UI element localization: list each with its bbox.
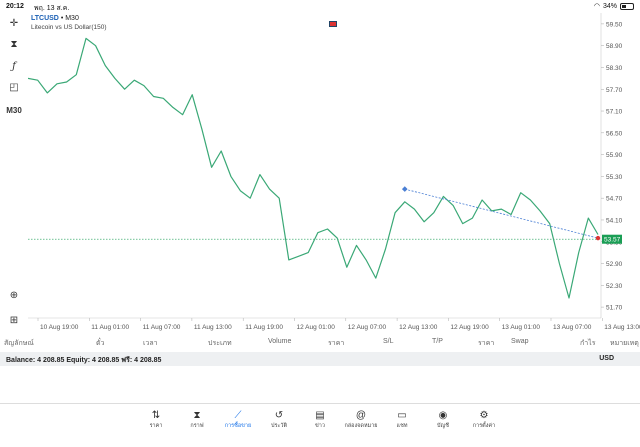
price-label: 57.70 bbox=[606, 87, 623, 94]
trendline bbox=[404, 188, 599, 239]
battery-percent: 34% bbox=[602, 2, 617, 10]
time-label: 11 Aug 13:00 bbox=[194, 324, 232, 331]
time-label: 13 Aug 07:00 bbox=[553, 324, 592, 331]
column-header[interactable]: Swap bbox=[511, 338, 529, 345]
chart-toolbar: ✛ ⧗ ƒ ◰ M30 ⊕ ⊞ bbox=[0, 13, 28, 331]
price-label: 54.70 bbox=[606, 196, 623, 203]
price-label: 58.90 bbox=[606, 43, 623, 50]
price-label: 56.50 bbox=[606, 130, 623, 137]
chat-icon: ▭ bbox=[397, 410, 407, 421]
quotes-tab[interactable]: ⇅ ราคา bbox=[136, 409, 176, 430]
nav-label: การซื้อขาย bbox=[224, 423, 252, 429]
current-price-marker bbox=[602, 234, 622, 244]
balance-bar: Balance: 4 208.85 Equity: 4 208.85 ฟรี: … bbox=[0, 352, 640, 366]
status-right: ◠ 34% bbox=[594, 2, 634, 10]
candlestick-icon[interactable]: ⧗ bbox=[10, 39, 18, 50]
zoom-icon[interactable]: ⊕ bbox=[9, 290, 19, 301]
time-label: 12 Aug 01:00 bbox=[297, 324, 336, 331]
price-line-series bbox=[27, 37, 599, 299]
battery-fill bbox=[622, 4, 627, 8]
nav-label: แชท bbox=[396, 423, 408, 429]
nav-label: ประวัติ bbox=[270, 423, 288, 429]
price-label: 52.30 bbox=[606, 283, 623, 290]
objects-icon[interactable]: ◰ bbox=[9, 82, 19, 93]
column-header[interactable]: T/P bbox=[432, 338, 443, 345]
column-header[interactable]: ราคา bbox=[478, 340, 495, 347]
time-label: 11 Aug 07:00 bbox=[143, 324, 181, 331]
nav-label: ข่าว bbox=[315, 423, 325, 429]
trade-columns-header: สัญลักษณ์ ตั๋ว เวลา ประเภท Volume ราคา S/L T/P ร… bbox=[0, 338, 640, 350]
chart-icon: ⧗ bbox=[193, 410, 201, 421]
time-label: 13 Aug 13:00 bbox=[604, 324, 640, 331]
balance-text: Balance: 4 208.85 Equity: 4 208.85 ฟรี: … bbox=[6, 357, 162, 364]
column-header[interactable]: Volume bbox=[268, 338, 292, 345]
column-header[interactable]: หมายเหตุ bbox=[610, 340, 639, 347]
trade-icon: ⟋ bbox=[234, 410, 242, 421]
battery-icon bbox=[620, 2, 634, 10]
price-label: 54.10 bbox=[606, 217, 623, 224]
chart-symbol: LTCUSD • M30 bbox=[31, 15, 79, 22]
balance-currency: USD bbox=[599, 355, 614, 362]
symbol-name: LTCUSD bbox=[31, 15, 59, 22]
settings-icon: ⚙ bbox=[479, 410, 489, 421]
new-order-icon[interactable]: ⊞ bbox=[9, 315, 19, 326]
trendline-start-handle bbox=[401, 186, 408, 192]
time-label: 11 Aug 01:00 bbox=[91, 324, 129, 331]
nav-label: ราคา bbox=[149, 423, 163, 429]
current-price-label: 53.57 bbox=[604, 237, 621, 244]
news-icon: ▤ bbox=[315, 410, 325, 421]
column-header[interactable]: สัญลักษณ์ bbox=[4, 340, 34, 347]
indicator-icon[interactable]: ƒ bbox=[12, 61, 16, 72]
flag-icon bbox=[329, 21, 337, 27]
status-bar: 20:12 พฤ. 13 ส.ค. ◠ 34% bbox=[0, 0, 640, 13]
column-header[interactable]: ประเภท bbox=[208, 340, 232, 347]
time-label: 12 Aug 19:00 bbox=[450, 324, 489, 331]
account-tab[interactable]: ◉ บัญชี bbox=[423, 409, 463, 430]
status-date: พฤ. 13 ส.ค. bbox=[34, 5, 70, 12]
chart-area[interactable]: LTCUSD • M30 Litecoin vs US Dollar(150) … bbox=[27, 13, 640, 331]
price-label: 52.90 bbox=[606, 261, 623, 268]
history-icon: ↺ bbox=[274, 410, 284, 421]
account-icon: ◉ bbox=[438, 410, 448, 421]
symbol-description: Litecoin vs US Dollar(150) bbox=[31, 24, 107, 31]
status-time: 20:12 bbox=[6, 3, 24, 10]
settings-tab[interactable]: ⚙ การตั้งค่า bbox=[464, 409, 504, 430]
mail-icon: @ bbox=[355, 410, 367, 421]
wifi-icon: ◠ bbox=[593, 3, 600, 10]
mailbox-tab[interactable]: @ กล่องจดหมาย bbox=[341, 409, 381, 430]
column-header[interactable]: กำไร bbox=[580, 340, 596, 347]
news-tab[interactable]: ▤ ข่าว bbox=[300, 409, 340, 430]
bottom-navigation: ⇅ ราคา ⧗ กราฟ ⟋ การซื้อขาย ↺ ประวัติ ▤ ข่าว @ กล่อง… bbox=[0, 403, 640, 447]
time-label: 10 Aug 19:00 bbox=[40, 324, 79, 331]
timeframe-button[interactable]: M30 bbox=[6, 106, 22, 115]
column-header[interactable]: ตั๋ว bbox=[96, 340, 105, 347]
price-label: 55.90 bbox=[606, 152, 623, 159]
time-label: 11 Aug 19:00 bbox=[245, 324, 283, 331]
trade-tab[interactable]: ⟋ การซื้อขาย bbox=[218, 409, 258, 430]
price-label: 55.30 bbox=[606, 174, 623, 181]
column-header[interactable]: เวลา bbox=[143, 340, 158, 347]
charts-tab[interactable]: ⧗ กราฟ bbox=[177, 409, 217, 430]
column-header[interactable]: S/L bbox=[383, 338, 394, 345]
column-header[interactable]: ราคา bbox=[328, 340, 345, 347]
trendline-end-handle bbox=[595, 235, 601, 241]
history-tab[interactable]: ↺ ประวัติ bbox=[259, 409, 299, 430]
price-label: 59.50 bbox=[606, 21, 623, 28]
time-label: 13 Aug 01:00 bbox=[502, 324, 541, 331]
nav-label: การตั้งค่า bbox=[472, 423, 496, 429]
crosshair-icon[interactable]: ✛ bbox=[9, 18, 19, 29]
time-label: 12 Aug 13:00 bbox=[399, 324, 438, 331]
symbol-timeframe: • M30 bbox=[60, 15, 79, 22]
price-label: 51.70 bbox=[606, 305, 623, 312]
time-label: 12 Aug 07:00 bbox=[348, 324, 387, 331]
chat-tab[interactable]: ▭ แชท bbox=[382, 409, 422, 430]
quotes-icon: ⇅ bbox=[151, 410, 161, 421]
nav-label: กล่องจดหมาย bbox=[344, 423, 378, 429]
price-chart[interactable]: 59.50 58.90 58.30 57.70 57.10 56.50 55.90 55.30… bbox=[27, 13, 640, 331]
price-label: 58.30 bbox=[606, 65, 623, 72]
price-label: 57.10 bbox=[606, 109, 623, 116]
nav-label: กราฟ bbox=[190, 423, 204, 429]
nav-label: บัญชี bbox=[437, 423, 449, 429]
